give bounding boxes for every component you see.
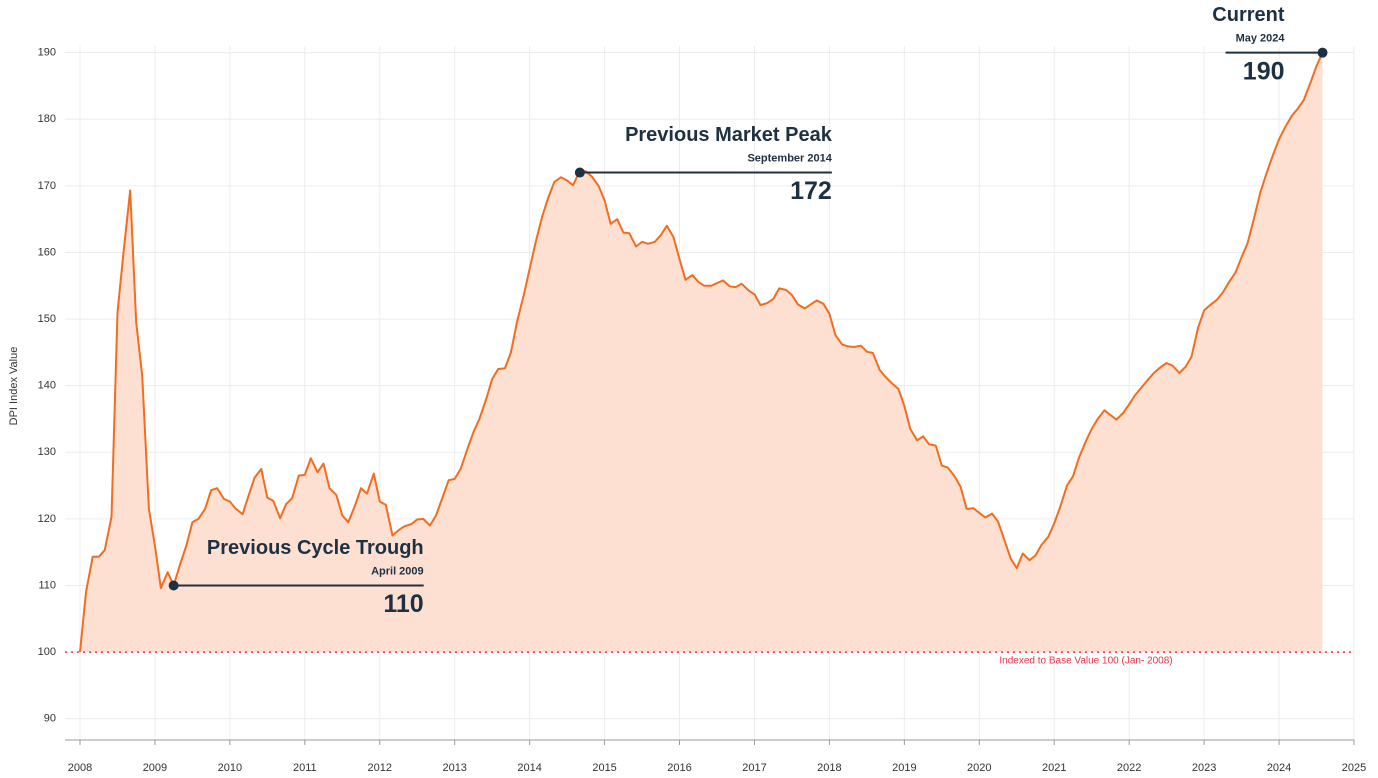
baseline-label: Indexed to Base Value 100 (Jan- 2008) bbox=[999, 656, 1172, 667]
x-tick-label: 2012 bbox=[368, 762, 392, 774]
y-tick-label: 160 bbox=[38, 246, 56, 258]
x-tick-label: 2023 bbox=[1192, 762, 1216, 774]
annotation-date: May 2024 bbox=[1236, 33, 1286, 45]
x-tick-label: 2010 bbox=[218, 762, 242, 774]
annotation-date: April 2009 bbox=[371, 565, 424, 577]
y-tick-label: 100 bbox=[38, 646, 56, 658]
annotation-title: Current bbox=[1212, 4, 1285, 26]
x-tick-label: 2019 bbox=[892, 762, 916, 774]
x-tick-label: 2011 bbox=[293, 762, 317, 774]
area bbox=[80, 52, 1323, 653]
x-tick-label: 2008 bbox=[68, 762, 92, 774]
y-tick-label: 110 bbox=[38, 579, 56, 591]
annotation-title: Previous Cycle Trough bbox=[207, 537, 424, 559]
x-tick-label: 2025 bbox=[1342, 762, 1366, 774]
annotation-value: 190 bbox=[1243, 57, 1285, 85]
annotation-date: September 2014 bbox=[747, 152, 832, 164]
x-tick-label: 2021 bbox=[1042, 762, 1066, 774]
annotation-title: Previous Market Peak bbox=[625, 124, 833, 146]
annotation-dot bbox=[1317, 47, 1328, 58]
x-tick-label: 2014 bbox=[517, 762, 541, 774]
x-tick-label: 2017 bbox=[742, 762, 766, 774]
y-tick-label: 190 bbox=[38, 47, 56, 59]
y-tick-label: 150 bbox=[38, 313, 56, 325]
x-tick-label: 2013 bbox=[442, 762, 466, 774]
x-tick-label: 2024 bbox=[1267, 762, 1291, 774]
annotation-dot bbox=[168, 580, 179, 591]
annotation-dot bbox=[574, 167, 585, 178]
y-tick-label: 120 bbox=[38, 513, 56, 525]
annotation-value: 110 bbox=[383, 590, 423, 618]
x-tick-label: 2018 bbox=[817, 762, 841, 774]
x-tick-label: 2020 bbox=[967, 762, 991, 774]
y-tick-label: 140 bbox=[38, 380, 56, 392]
y-tick-label: 180 bbox=[38, 113, 56, 125]
line bbox=[79, 52, 1324, 653]
y-tick-label: 130 bbox=[38, 446, 56, 458]
y-tick-label: 90 bbox=[44, 713, 56, 725]
x-tick-label: 2022 bbox=[1117, 762, 1141, 774]
x-tick-label: 2016 bbox=[667, 762, 691, 774]
y-axis-label: DPI Index Value bbox=[8, 347, 20, 426]
annotation-value: 172 bbox=[790, 177, 832, 205]
x-tick-label: 2009 bbox=[143, 762, 167, 774]
y-tick-label: 170 bbox=[38, 180, 56, 192]
x-tick-label: 2015 bbox=[592, 762, 616, 774]
